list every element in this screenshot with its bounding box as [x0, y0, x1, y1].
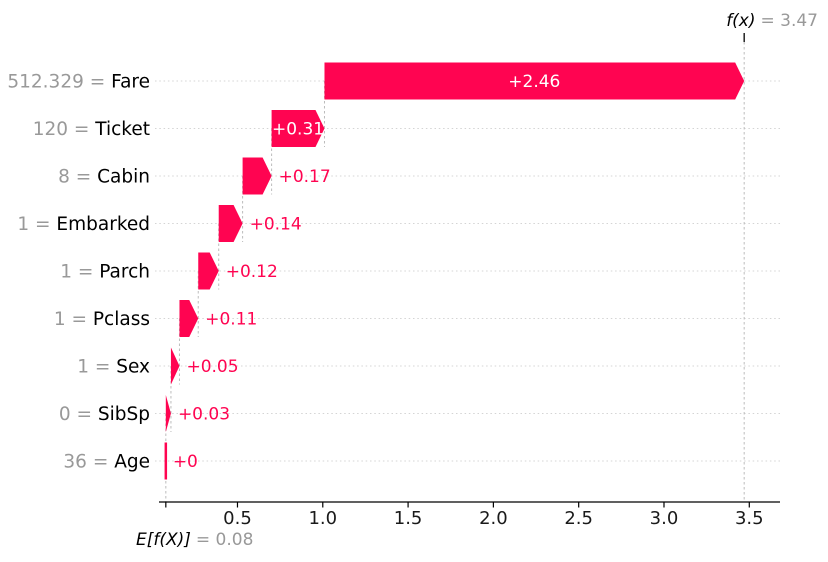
- contribution-label-sibsp: +0.03: [178, 405, 230, 425]
- contribution-label-ticket: +0.31: [272, 120, 324, 140]
- contribution-label-parch: +0.12: [226, 262, 278, 282]
- x-axis-tick-label: 2.0: [479, 508, 508, 529]
- contribution-label-fare: +2.46: [508, 72, 560, 92]
- expected-value-label: E[f(X)]: [136, 530, 191, 550]
- bar-embarked: [218, 205, 243, 242]
- feature-label-parch: 1 = Parch: [60, 262, 150, 283]
- contribution-label-cabin: +0.17: [279, 167, 331, 187]
- bar-fare: [324, 62, 745, 100]
- contribution-label-age: +0: [173, 452, 198, 472]
- bar-age: [164, 442, 168, 480]
- expected-value-value: = 0.08: [195, 530, 254, 550]
- x-axis-tick-label: 2.5: [564, 508, 593, 529]
- expected-value-annotation: E[f(X)] = 0.08: [136, 530, 253, 550]
- bar-parch: [198, 252, 219, 290]
- feature-label-ticket: 120 = Ticket: [33, 119, 150, 140]
- feature-label-embarked: 1 = Embarked: [17, 214, 150, 235]
- contribution-label-sex: +0.05: [186, 357, 238, 377]
- fx-label: f(x): [726, 11, 756, 31]
- bar-pclass: [179, 300, 199, 337]
- bar-cabin: [242, 157, 272, 195]
- feature-label-fare: 512.329 = Fare: [7, 72, 150, 93]
- x-axis-tick-label: 3.0: [650, 508, 679, 529]
- x-axis-tick-label: 0.5: [223, 508, 252, 529]
- feature-label-sex: 1 = Sex: [77, 357, 150, 378]
- feature-label-sibsp: 0 = SibSp: [59, 404, 150, 425]
- x-axis-tick-label: 1.0: [308, 508, 337, 529]
- contribution-label-embarked: +0.14: [250, 215, 302, 235]
- x-axis-tick-label: 1.5: [394, 508, 423, 529]
- bar-sibsp: [165, 395, 171, 432]
- feature-label-cabin: 8 = Cabin: [58, 167, 150, 188]
- feature-label-age: 36 = Age: [63, 452, 150, 473]
- feature-label-pclass: 1 = Pclass: [54, 309, 150, 330]
- fx-annotation: f(x) = 3.47: [726, 11, 818, 31]
- bar-ticket: [271, 110, 325, 147]
- x-axis-tick-label: 3.5: [735, 508, 764, 529]
- bar-sex: [170, 347, 180, 385]
- contribution-label-pclass: +0.11: [205, 310, 257, 330]
- fx-value: = 3.47: [760, 11, 819, 31]
